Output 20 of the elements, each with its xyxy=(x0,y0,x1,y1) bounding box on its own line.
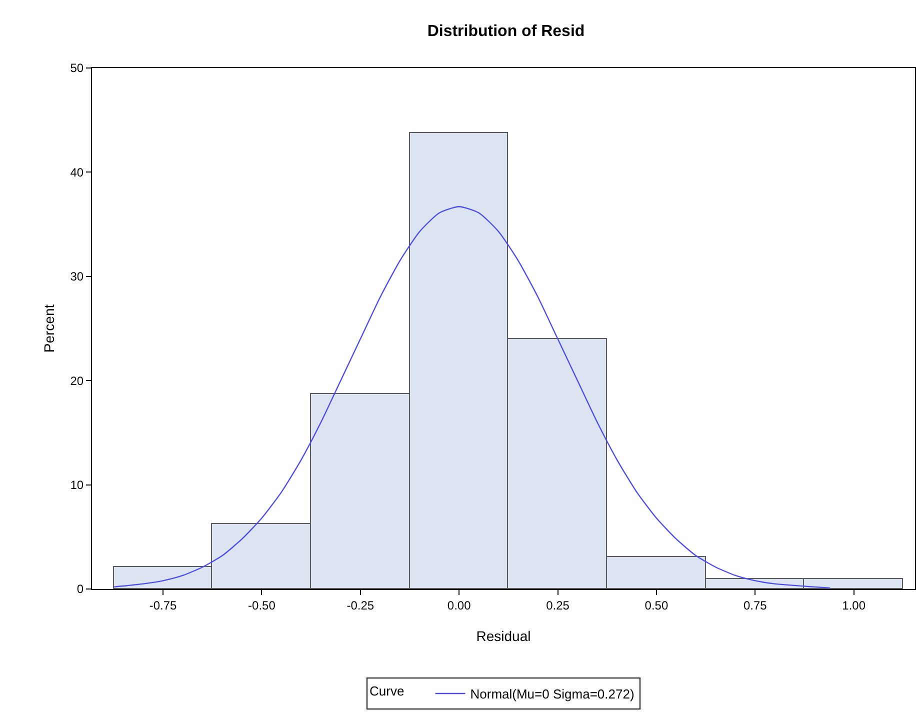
x-tick-label: -0.75 xyxy=(149,598,178,612)
x-tick-label: 0.00 xyxy=(447,598,472,612)
y-tick-label: 30 xyxy=(70,270,84,284)
x-tick-label: 0.75 xyxy=(743,598,768,612)
y-tick-label: 10 xyxy=(70,478,84,492)
x-tick-label: 0.50 xyxy=(644,598,668,612)
x-tick-label: 0.25 xyxy=(546,598,570,612)
y-tick-label: 50 xyxy=(70,61,84,76)
chart-title: Distribution of Resid xyxy=(427,23,585,40)
x-tick-label: -0.50 xyxy=(248,598,276,612)
line-series xyxy=(113,206,831,589)
y-tick-label: 20 xyxy=(70,374,84,388)
y-tick-label: 40 xyxy=(70,165,84,180)
legend-label: Normal(Mu=0 Sigma=0.272) xyxy=(470,686,634,702)
x-axis-title: Residual xyxy=(476,628,531,644)
x-tick-label: -0.25 xyxy=(346,598,374,612)
y-tick-label: 0 xyxy=(76,582,84,596)
y-axis-title: Percent xyxy=(41,304,57,353)
legend-title: Curve xyxy=(370,683,422,698)
x-tick-label: 1.00 xyxy=(842,598,866,612)
